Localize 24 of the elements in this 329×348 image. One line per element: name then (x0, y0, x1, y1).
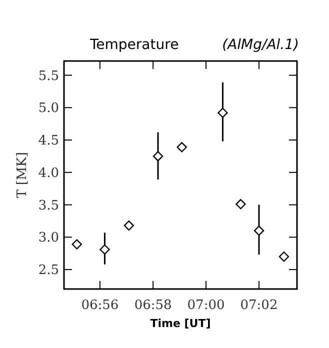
point (100, 244, 110, 255)
x-tick-label: 07:02 (240, 298, 278, 313)
x-tick-label: 07:00 (187, 298, 225, 313)
y-tick-label: 3.0 (38, 230, 59, 246)
y-tick-label: 5.0 (38, 101, 59, 116)
y-tick-label: 2.5 (38, 263, 59, 278)
x-axis-title: Time [UT] (150, 317, 211, 330)
x-tick-label: 06:58 (134, 298, 172, 313)
x-tick-label: 06:56 (81, 298, 119, 313)
y-tick-label: 5.5 (38, 68, 59, 84)
point (278, 252, 290, 262)
point (124, 220, 134, 231)
point (254, 226, 264, 236)
y-tick-label: 4.0 (38, 166, 59, 181)
chart-title: Temperature (89, 37, 179, 53)
point (72, 239, 82, 250)
point (236, 199, 246, 210)
y-tick-label: 3.5 (38, 198, 59, 214)
point (152, 151, 164, 162)
y-axis-title: T [MK] (15, 152, 30, 198)
point (176, 142, 187, 152)
y-tick-label: 4.5 (38, 134, 59, 149)
point (218, 108, 228, 118)
chart-subtitle: (AlMg/Al.1) (222, 37, 299, 53)
